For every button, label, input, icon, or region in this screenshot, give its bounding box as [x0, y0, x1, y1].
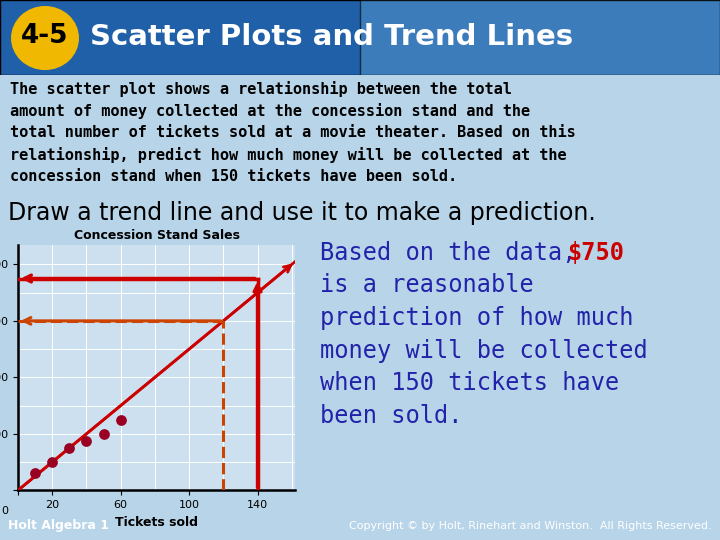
Point: [30, 469, 41, 478]
Text: The scatter plot shows a relationship between the total: The scatter plot shows a relationship be…: [10, 81, 512, 97]
FancyBboxPatch shape: [0, 0, 720, 75]
Text: Draw a trend line and use it to make a prediction.: Draw a trend line and use it to make a p…: [8, 201, 595, 225]
Text: Copyright © by Holt, Rinehart and Winston.  All Rights Reserved.: Copyright © by Holt, Rinehart and Winsto…: [349, 521, 712, 531]
Text: Based on the data,: Based on the data,: [320, 241, 605, 265]
Text: is a reasonable
prediction of how much
money will be collected
when 150 tickets : is a reasonable prediction of how much m…: [320, 273, 648, 428]
X-axis label: Tickets sold: Tickets sold: [115, 516, 198, 529]
Text: concession stand when 150 tickets have been sold.: concession stand when 150 tickets have b…: [10, 169, 457, 184]
Title: Concession Stand Sales: Concession Stand Sales: [73, 229, 240, 242]
Text: Holt Algebra 1: Holt Algebra 1: [8, 519, 109, 532]
Point: [81, 436, 92, 445]
Text: 0: 0: [1, 506, 8, 516]
Point: [63, 444, 75, 453]
Ellipse shape: [11, 6, 79, 70]
Point: [98, 429, 109, 438]
Text: $750: $750: [567, 241, 624, 265]
Point: [115, 415, 127, 424]
Text: amount of money collected at the concession stand and the: amount of money collected at the concess…: [10, 103, 530, 119]
Text: 4-5: 4-5: [22, 23, 68, 49]
Text: Scatter Plots and Trend Lines: Scatter Plots and Trend Lines: [90, 23, 573, 51]
Point: [47, 458, 58, 467]
Text: total number of tickets sold at a movie theater. Based on this: total number of tickets sold at a movie …: [10, 125, 576, 140]
Text: relationship, predict how much money will be collected at the: relationship, predict how much money wil…: [10, 147, 567, 163]
FancyBboxPatch shape: [360, 0, 720, 75]
